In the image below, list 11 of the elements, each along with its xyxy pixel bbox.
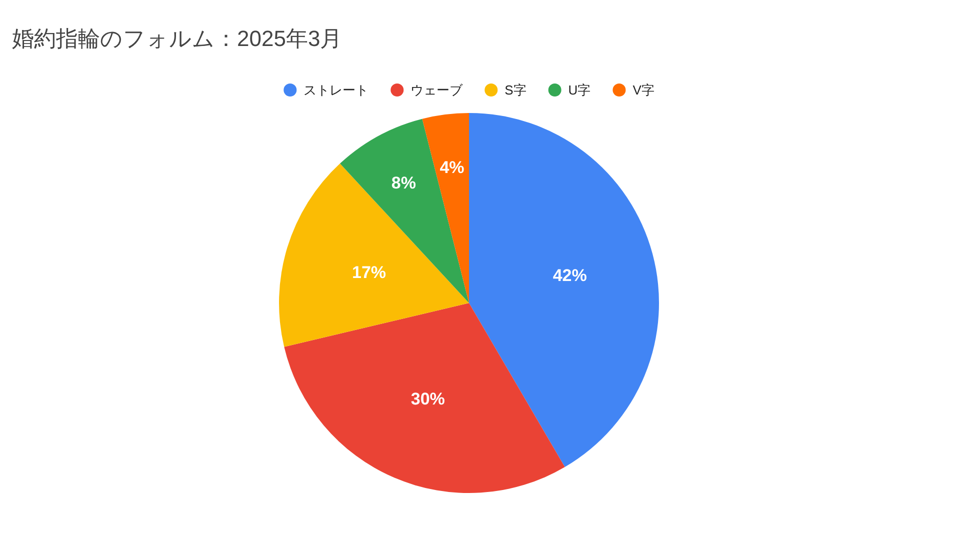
legend-label: ウェーブ (410, 82, 464, 98)
data-label: 8% (391, 173, 416, 192)
data-label: 4% (440, 158, 464, 177)
legend-label: V字 (632, 82, 654, 98)
chart-title: 婚約指輪のフォルム：2025年3月 (12, 26, 342, 51)
legend-label: ストレート (304, 82, 369, 98)
legend-label: U字 (568, 82, 591, 98)
data-label: 30% (410, 390, 445, 409)
data-label: 17% (352, 263, 386, 282)
data-label: 42% (552, 266, 587, 286)
legend-label: S字 (504, 82, 526, 98)
